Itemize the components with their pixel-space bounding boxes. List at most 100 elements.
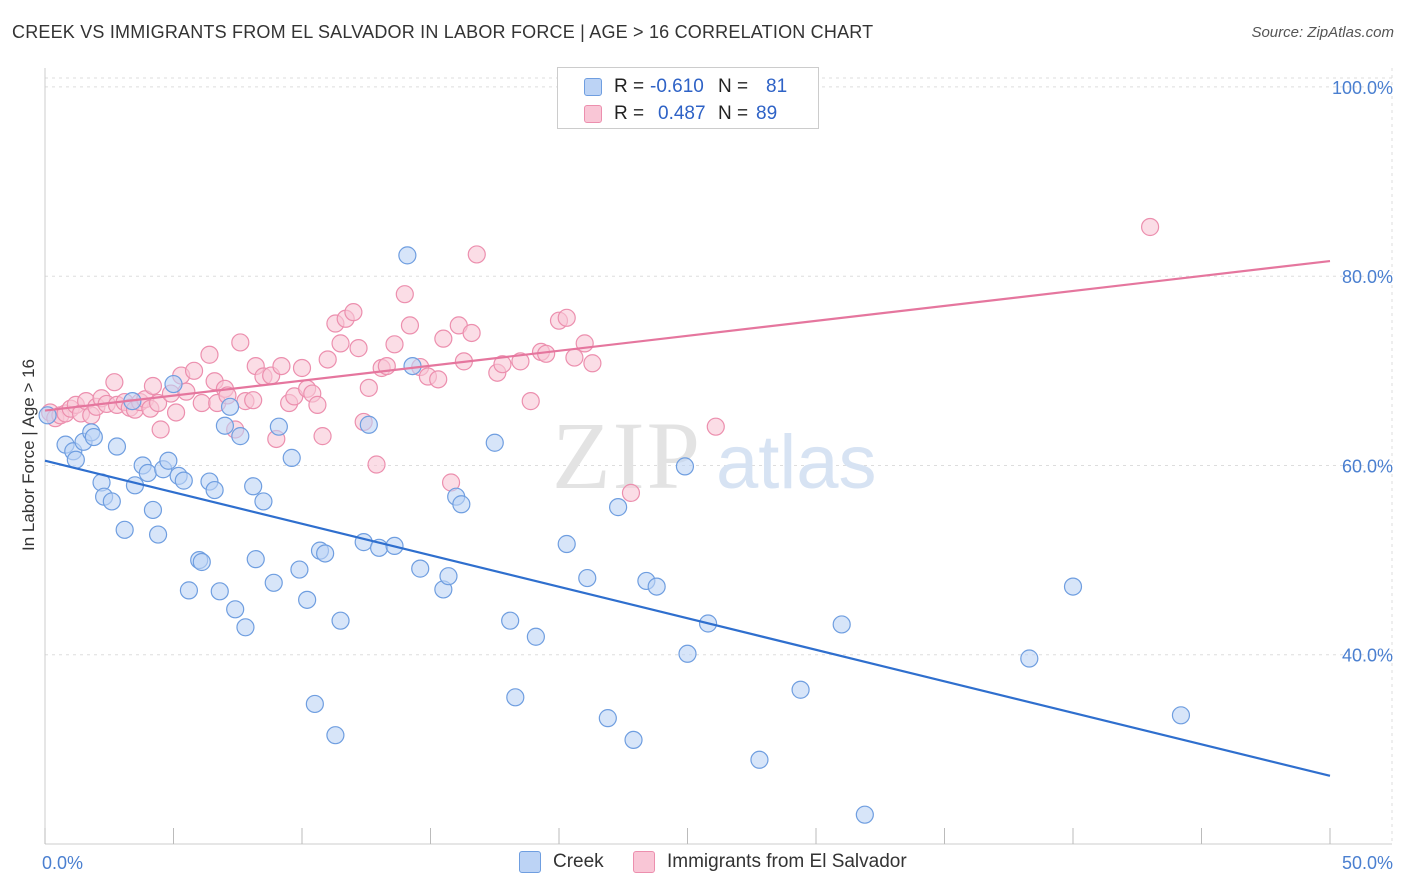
point-elsalvador-75 (511, 352, 530, 371)
point-creek-39 (282, 448, 301, 467)
y-axis-label: In Labor Force | Age > 16 (19, 359, 38, 551)
legend-n-label: N = (718, 76, 749, 97)
chart-title: CREEK VS IMMIGRANTS FROM EL SALVADOR IN … (12, 22, 874, 42)
point-elsalvador-20 (143, 376, 163, 396)
point-creek-19 (159, 451, 178, 470)
watermark-atlas: atlas (716, 420, 877, 505)
legend-swatch-creek (584, 78, 602, 96)
point-elsalvador-50 (318, 350, 337, 369)
point-creek-78 (1171, 706, 1191, 725)
point-creek-36 (254, 492, 273, 511)
point-elsalvador-71 (462, 323, 481, 343)
point-creek-62 (557, 534, 576, 554)
point-creek-69 (675, 457, 695, 476)
point-creek-6 (84, 427, 103, 447)
y-tick-label-2: 80.0% (1342, 267, 1393, 287)
point-elsalvador-58 (367, 455, 386, 474)
point-elsalvador-27 (184, 361, 204, 380)
point-creek-77 (1063, 577, 1083, 596)
point-creek-76 (1020, 649, 1039, 668)
legend-r-value: 0.487 (658, 103, 706, 124)
point-elsalvador-42 (272, 356, 291, 376)
point-creek-45 (326, 726, 345, 745)
point-elsalvador-24 (166, 403, 186, 422)
bottom-legend-label-creek: Creek (553, 851, 604, 872)
point-creek-63 (578, 568, 597, 588)
point-creek-30 (220, 397, 240, 416)
point-elsalvador-85 (706, 417, 725, 436)
point-elsalvador-76 (521, 392, 540, 411)
point-elsalvador-45 (292, 358, 312, 378)
point-creek-64 (598, 709, 617, 728)
x-tick-label-1: 50.0% (1342, 853, 1393, 873)
point-creek-51 (398, 246, 417, 265)
point-elsalvador-12 (105, 373, 124, 392)
point-creek-37 (264, 573, 283, 592)
series-elsalvador-points (41, 217, 1160, 503)
point-creek-34 (244, 477, 263, 496)
point-creek-46 (331, 611, 350, 630)
point-creek-75 (855, 805, 874, 824)
point-elsalvador-83 (583, 354, 602, 373)
point-creek-0 (38, 406, 57, 425)
series-creek-points (38, 246, 1191, 824)
point-elsalvador-49 (313, 427, 332, 446)
point-creek-20 (164, 374, 183, 394)
point-creek-70 (678, 644, 697, 663)
bottom-legend-label-elsalvador: Immigrants from El Salvador (667, 851, 907, 872)
legend-row-elsalvador: R = 0.487 N = 89 (584, 102, 777, 126)
axes (44, 68, 1392, 845)
tick-labels: 40.0% 60.0% 80.0% 100.0% 0.0% 50.0% (42, 78, 1393, 873)
legend: R = -0.610 N = 81 R = 0.487 N = 89 (557, 67, 819, 129)
trend-lines (44, 259, 1331, 777)
point-elsalvador-84 (621, 483, 641, 503)
point-creek-10 (107, 437, 127, 456)
point-elsalvador-63 (400, 316, 420, 335)
point-creek-66 (624, 730, 643, 750)
point-elsalvador-22 (151, 420, 170, 439)
point-creek-68 (647, 577, 666, 596)
y-tick-label-1: 60.0% (1342, 456, 1393, 476)
bottom-legend: Creek Immigrants from El Salvador (0, 851, 1406, 879)
trend-line-creek (44, 459, 1331, 777)
bottom-legend-creek: Creek (519, 851, 604, 873)
point-elsalvador-66 (429, 370, 448, 389)
point-creek-59 (501, 611, 520, 630)
legend-row-creek: R = -0.610 N = 81 (584, 75, 787, 99)
point-elsalvador-35 (231, 333, 250, 352)
y-tick-label-3: 100.0% (1332, 78, 1393, 98)
source-label: Source: ZipAtlas.com (1251, 24, 1394, 41)
point-elsalvador-61 (385, 335, 404, 354)
point-elsalvador-67 (434, 329, 453, 348)
point-creek-48 (359, 415, 378, 434)
point-creek-74 (832, 615, 851, 634)
point-elsalvador-29 (200, 345, 219, 364)
point-creek-44 (316, 544, 335, 563)
point-creek-58 (485, 433, 504, 452)
point-creek-25 (192, 552, 211, 572)
point-creek-33 (236, 618, 255, 637)
point-elsalvador-55 (349, 339, 368, 358)
point-elsalvador-37 (244, 391, 263, 410)
legend-r-label: R = (614, 103, 645, 124)
point-creek-55 (439, 567, 458, 586)
point-creek-73 (791, 680, 810, 699)
bottom-legend-swatch-creek (519, 851, 541, 873)
bottom-legend-elsalvador: Immigrants from El Salvador (633, 851, 907, 873)
x-tick-label-0: 0.0% (42, 853, 83, 873)
point-creek-61 (526, 627, 545, 646)
point-elsalvador-86 (1140, 217, 1160, 237)
grid-lines (45, 68, 1393, 844)
point-creek-17 (148, 525, 168, 544)
point-creek-35 (246, 550, 265, 569)
point-creek-41 (298, 590, 317, 609)
point-creek-32 (231, 427, 250, 446)
point-elsalvador-54 (344, 303, 363, 322)
point-creek-27 (205, 480, 224, 500)
legend-r-label: R = (614, 76, 645, 97)
point-elsalvador-80 (557, 308, 576, 327)
legend-r-value: -0.610 (650, 76, 704, 97)
point-elsalvador-57 (359, 378, 378, 397)
legend-n-label: N = (718, 103, 749, 124)
